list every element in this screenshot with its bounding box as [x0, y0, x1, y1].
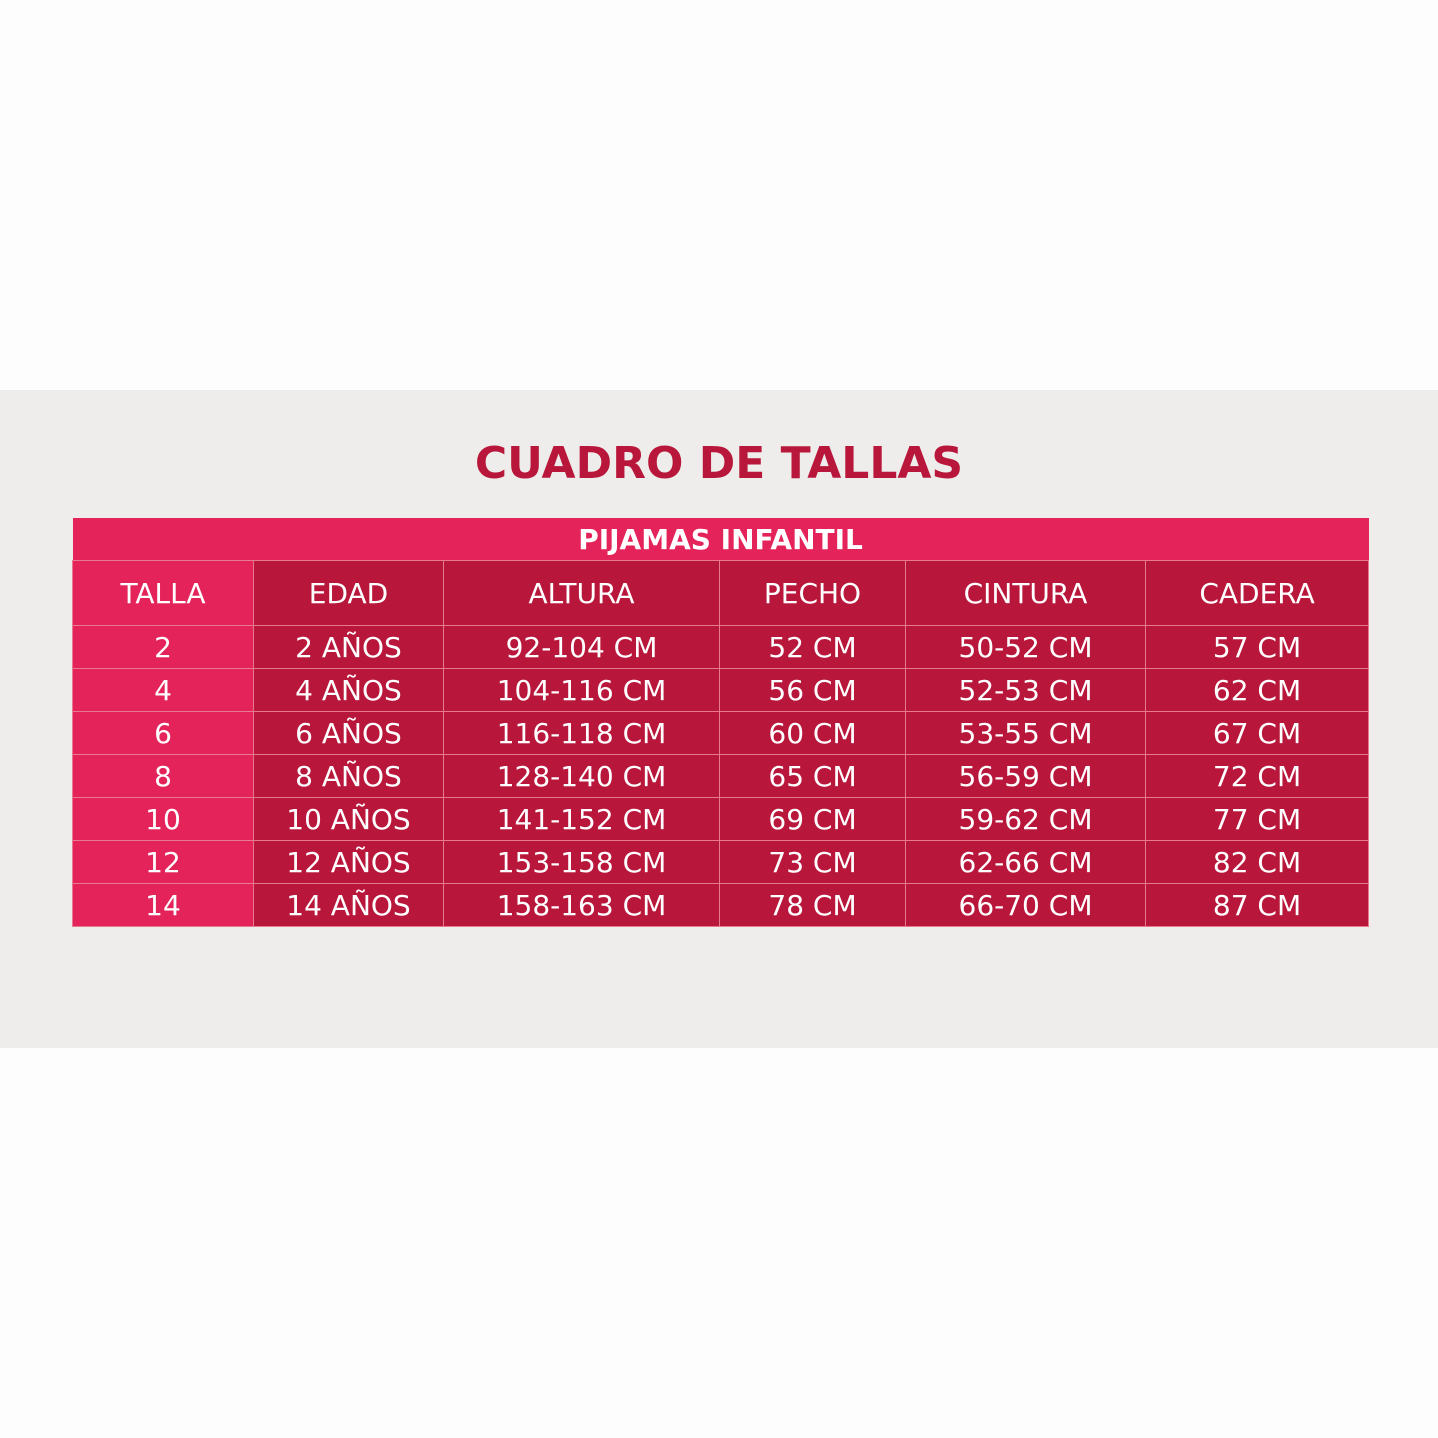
table-cell: 59-62 CM	[905, 797, 1146, 841]
table-row: 14 14 AÑOS 158-163 CM 78 CM 66-70 CM 87 CM	[72, 883, 1370, 927]
table-cell: 56-59 CM	[905, 754, 1146, 798]
table-cell: 4 AÑOS	[253, 668, 444, 712]
table-cell: 158-163 CM	[443, 883, 720, 927]
column-header: TALLA	[72, 560, 254, 626]
table-cell: 62-66 CM	[905, 840, 1146, 884]
table-cell: 2	[72, 625, 254, 669]
title: CUADRO DE TALLAS	[474, 438, 964, 489]
table-cell: 92-104 CM	[443, 625, 720, 669]
table-cell: 2 AÑOS	[253, 625, 444, 669]
table-cell: 104-116 CM	[443, 668, 720, 712]
table-cell: 65 CM	[719, 754, 906, 798]
table-cell: 153-158 CM	[443, 840, 720, 884]
table-cell: 56 CM	[719, 668, 906, 712]
table-cell: 8 AÑOS	[253, 754, 444, 798]
column-header: EDAD	[253, 560, 444, 626]
table-cell: 53-55 CM	[905, 711, 1146, 755]
table-cell: 52 CM	[719, 625, 906, 669]
table-cell: 116-118 CM	[443, 711, 720, 755]
table-cell: 6	[72, 711, 254, 755]
table-cell: 57 CM	[1144, 625, 1370, 669]
table-cell: 12 AÑOS	[253, 840, 444, 884]
table-row: 12 12 AÑOS 153-158 CM 73 CM 62-66 CM 82 CM	[72, 840, 1370, 884]
table-cell: 62 CM	[1144, 668, 1370, 712]
table-cell: 8	[72, 754, 254, 798]
table-cell: 10	[72, 797, 254, 841]
table-cell: 14	[72, 883, 254, 927]
table-cell: 141-152 CM	[443, 797, 720, 841]
column-header: ALTURA	[443, 560, 720, 626]
table-caption: PIJAMAS INFANTIL	[72, 518, 1369, 561]
table-cell: 82 CM	[1144, 840, 1370, 884]
table-cell: 67 CM	[1144, 711, 1370, 755]
table-cell: 52-53 CM	[905, 668, 1146, 712]
table-cell: 73 CM	[719, 840, 906, 884]
table-cell: 14 AÑOS	[253, 883, 444, 927]
column-header: PECHO	[719, 560, 906, 626]
table-cell: 72 CM	[1144, 754, 1370, 798]
table-cell: 60 CM	[719, 711, 906, 755]
size-table: PIJAMAS INFANTIL TALLA EDAD ALTURA PECHO CIN…	[72, 518, 1370, 927]
table-cell: 128-140 CM	[443, 754, 720, 798]
table-cell: 6 AÑOS	[253, 711, 444, 755]
table-cell: 12	[72, 840, 254, 884]
table-cell: 66-70 CM	[905, 883, 1146, 927]
column-header: CINTURA	[905, 560, 1146, 626]
table-row: 10 10 AÑOS 141-152 CM 69 CM 59-62 CM 77 CM	[72, 797, 1370, 841]
table-cell: 69 CM	[719, 797, 906, 841]
table-cell: 87 CM	[1144, 883, 1370, 927]
table-cell: 10 AÑOS	[253, 797, 444, 841]
column-header: CADERA	[1144, 560, 1370, 626]
table-cell: 4	[72, 668, 254, 712]
table-cell: 77 CM	[1144, 797, 1370, 841]
table-cell: 78 CM	[719, 883, 906, 927]
table-cell: 50-52 CM	[905, 625, 1146, 669]
